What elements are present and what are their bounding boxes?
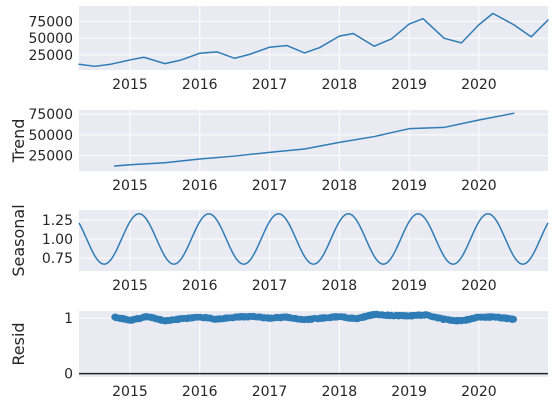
observed-ytick-label-1: 50000 [28, 31, 73, 47]
seasonal-xtick-label-1: 2016 [182, 278, 218, 294]
seasonal-series-line [78, 213, 549, 265]
resid-xtick-label-4: 2019 [391, 384, 427, 400]
trend-xtick-label-0: 2015 [112, 178, 148, 194]
observed-series-line [78, 12, 549, 68]
seasonal-xtick-label-5: 2020 [461, 278, 497, 294]
trend-xtick-label-1: 2016 [182, 178, 218, 194]
trend-xtick-label-4: 2019 [391, 178, 427, 194]
observed-ytick-label-2: 75000 [28, 14, 73, 30]
resid-point-fill-22-21 [509, 315, 517, 322]
resid-xtick-label-3: 2018 [322, 384, 358, 400]
observed-xtick-label-4: 2019 [391, 77, 427, 93]
seasonal-ytick-label-2: 1.25 [42, 213, 73, 229]
seasonal-ytick-label-0: 0.75 [42, 251, 73, 267]
resid-xtick-label-1: 2016 [182, 384, 218, 400]
seasonal-xtick-label-4: 2019 [391, 278, 427, 294]
trend-series-line [113, 112, 515, 167]
resid-ytick-label-1: 1 [64, 311, 73, 327]
resid-xtick-label-0: 2015 [112, 384, 148, 400]
seasonal-xtick-label-3: 2018 [322, 278, 358, 294]
observed-xtick-label-5: 2020 [461, 77, 497, 93]
trend-panel: 2015 2016 2017 2018 2019 2020 25000 50000 75000T… [9, 107, 548, 194]
trend-ylabel: Trend [9, 119, 28, 164]
trend-ytick-label-1: 50000 [28, 128, 73, 144]
observed-ytick-label-0: 25000 [28, 48, 73, 64]
observed-xtick-label-1: 2016 [182, 77, 218, 93]
trend-ytick-label-2: 75000 [28, 107, 73, 123]
resid-xtick-label-5: 2020 [461, 384, 497, 400]
trend-xtick-label-5: 2020 [461, 178, 497, 194]
resid-panel: 2015 2016 2017 2018 2019 2020 0 1 Resid [9, 310, 548, 400]
observed-xtick-label-2: 2017 [252, 77, 288, 93]
seasonal-ylabel: Seasonal [9, 204, 28, 276]
seasonal-xtick-label-2: 2017 [252, 278, 288, 294]
observed-xtick-label-3: 2018 [322, 77, 358, 93]
seasonal-plot-area [79, 210, 548, 271]
trend-xtick-label-2: 2017 [252, 178, 288, 194]
trend-plot-area [79, 110, 548, 171]
resid-ytick-label-0: 0 [64, 367, 73, 383]
trend-xtick-label-3: 2018 [322, 178, 358, 194]
trend-ytick-label-0: 25000 [28, 149, 73, 165]
observed-xtick-label-0: 2015 [112, 77, 148, 93]
seasonal-xtick-label-0: 2015 [112, 278, 148, 294]
resid-ylabel: Resid [9, 322, 28, 365]
seasonal-panel: 2015 2016 2017 2018 2019 2020 0.75 1.00 1.25 Seas… [9, 204, 549, 294]
resid-xtick-label-2: 2017 [252, 384, 288, 400]
seasonal-ytick-label-1: 1.00 [42, 232, 73, 248]
